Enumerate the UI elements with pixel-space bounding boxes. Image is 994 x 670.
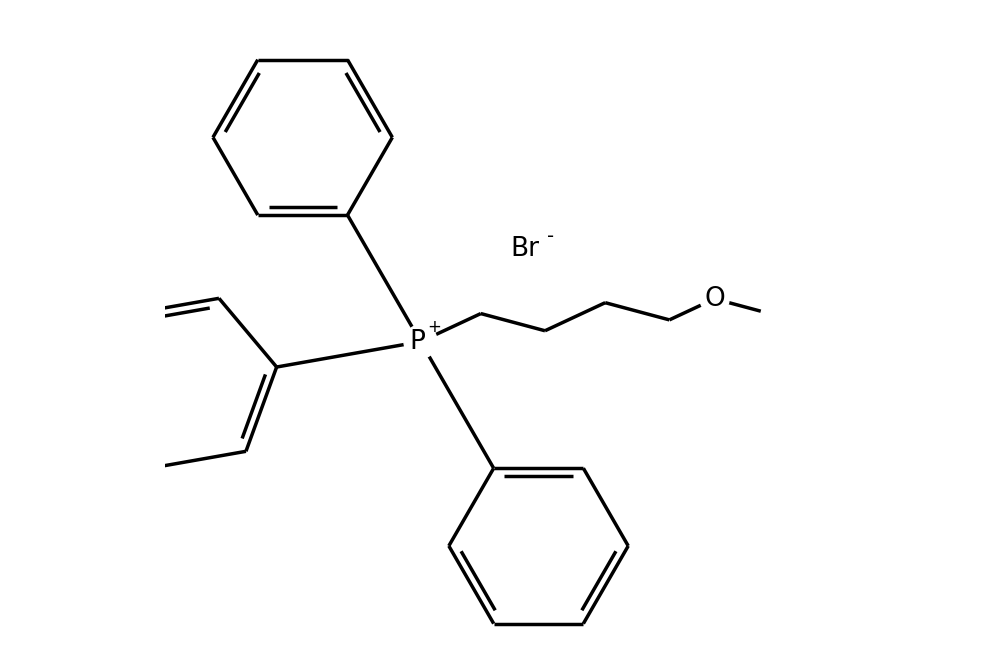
Text: P: P xyxy=(410,329,425,354)
Text: +: + xyxy=(427,318,441,336)
Text: Br: Br xyxy=(510,236,540,261)
Circle shape xyxy=(404,325,437,358)
Circle shape xyxy=(700,284,730,314)
Text: -: - xyxy=(548,227,555,246)
Text: O: O xyxy=(704,286,725,312)
